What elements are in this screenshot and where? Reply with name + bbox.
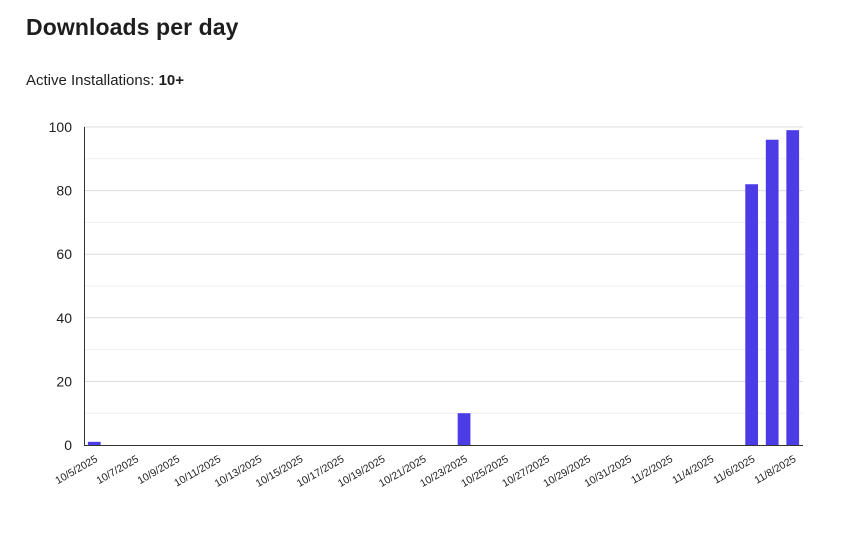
y-axis-ticks: 0 20 40 60 80 100 — [49, 119, 73, 453]
chart-title: Downloads per day — [26, 14, 239, 40]
bar — [87, 441, 101, 445]
y-tick-label: 100 — [49, 119, 73, 135]
gridlines — [84, 126, 803, 414]
x-tick-label: 11/2/2025 — [629, 453, 675, 486]
active-installations: Active Installations: 10+ — [26, 72, 184, 89]
y-tick-label: 80 — [56, 183, 72, 199]
y-tick-label: 40 — [56, 310, 72, 326]
active-installations-label: Active Installations: — [26, 72, 155, 89]
bar — [765, 139, 779, 445]
y-tick-label: 20 — [56, 373, 72, 389]
bars — [87, 130, 800, 446]
x-tick-label: 10/7/2025 — [94, 453, 141, 487]
x-tick-label: 11/4/2025 — [670, 453, 716, 486]
bar — [745, 184, 759, 446]
bar — [457, 413, 471, 445]
x-tick-label: 10/31/2025 — [582, 453, 634, 490]
y-tick-label: 0 — [64, 437, 72, 453]
x-axis-ticks: 10/5/202510/7/202510/9/202510/11/202510/… — [53, 453, 798, 490]
y-tick-label: 60 — [56, 246, 72, 262]
x-tick-label: 10/5/2025 — [53, 453, 100, 487]
x-tick-label: 11/6/2025 — [711, 453, 757, 486]
x-tick-label: 11/8/2025 — [752, 453, 798, 486]
bar — [786, 130, 800, 445]
active-installations-value: 10+ — [158, 72, 185, 89]
axes — [84, 127, 803, 446]
